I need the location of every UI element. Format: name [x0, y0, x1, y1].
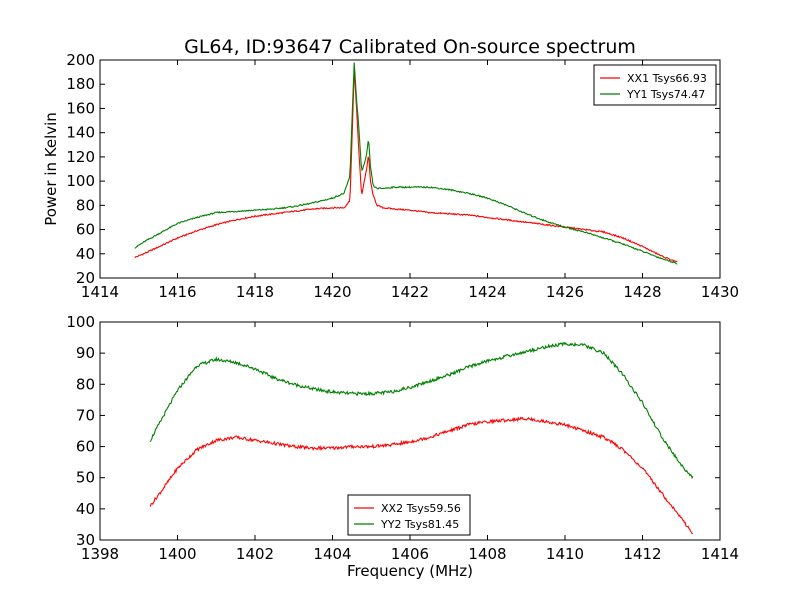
y-tick-label: 70	[76, 406, 95, 424]
legend: XX1 Tsys66.93 YY1 Tsys74.47	[593, 64, 717, 106]
top-panel: 1414 1416 1418 1420 1422 1424 1426 1428 1430 20 40…	[66, 51, 739, 301]
x-tick-label: 1418	[236, 283, 274, 301]
y-tick-label: 40	[76, 500, 95, 518]
y-tick-label: 40	[76, 245, 95, 263]
x-tick-label: 1408	[468, 545, 506, 563]
y-tick-label: 200	[66, 51, 95, 69]
y-tick-label: 30	[76, 531, 95, 549]
bottom-panel: 1398 1400 1402 1404 1406 1408 1410 1412 1414 30 40…	[66, 313, 739, 563]
x-tick-label: 1414	[81, 283, 119, 301]
y-axis-label: Power in Kelvin	[42, 112, 60, 226]
series-line-top-1	[134, 70, 678, 263]
x-tick-label: 1398	[81, 545, 119, 563]
y-tick-label: 80	[76, 375, 95, 393]
x-tick-label: 1404	[313, 545, 351, 563]
series-line-bottom-2	[149, 341, 694, 480]
legend-entry-label: XX2 Tsys59.56	[381, 502, 461, 515]
x-tick-label: 1406	[391, 545, 429, 563]
y-tick-label: 100	[66, 172, 95, 190]
x-tick-label: 1430	[701, 283, 739, 301]
x-tick-label: 1402	[236, 545, 274, 563]
y-tick-label: 20	[76, 269, 95, 287]
series-line-top-2	[134, 62, 678, 265]
x-tick-label: 1428	[623, 283, 661, 301]
y-tick-label: 140	[66, 124, 95, 142]
x-tick-label: 1412	[623, 545, 661, 563]
y-tick-label: 160	[66, 99, 95, 117]
y-tick-label: 60	[76, 438, 95, 456]
legend: XX2 Tsys59.56 YY2 Tsys81.45	[347, 494, 471, 536]
y-tick-label: 120	[66, 148, 95, 166]
legend-entry-label: YY1 Tsys74.47	[626, 88, 705, 101]
x-tick-label: 1416	[158, 283, 196, 301]
y-tick-label: 80	[76, 196, 95, 214]
x-tick-label: 1400	[158, 545, 196, 563]
series-line-bottom-1	[149, 416, 694, 535]
y-tick-label: 180	[66, 75, 95, 93]
legend-box	[593, 64, 717, 106]
x-tick-label: 1410	[546, 545, 584, 563]
legend-entry-label: YY2 Tsys81.45	[380, 518, 459, 531]
y-tick-label: 50	[76, 469, 95, 487]
y-tick-label: 90	[76, 344, 95, 362]
x-axis-label: Frequency (MHz)	[347, 562, 473, 580]
chart-title: GL64, ID:93647 Calibrated On-source spec…	[184, 36, 636, 58]
x-tick-label: 1424	[468, 283, 506, 301]
x-tick-label: 1426	[546, 283, 584, 301]
y-tick-label: 60	[76, 221, 95, 239]
x-tick-label: 1422	[391, 283, 429, 301]
legend-box	[347, 494, 471, 536]
legend-entry-label: XX1 Tsys66.93	[627, 72, 707, 85]
x-tick-label: 1414	[701, 545, 739, 563]
y-tick-label: 100	[66, 313, 95, 331]
x-tick-label: 1420	[313, 283, 351, 301]
